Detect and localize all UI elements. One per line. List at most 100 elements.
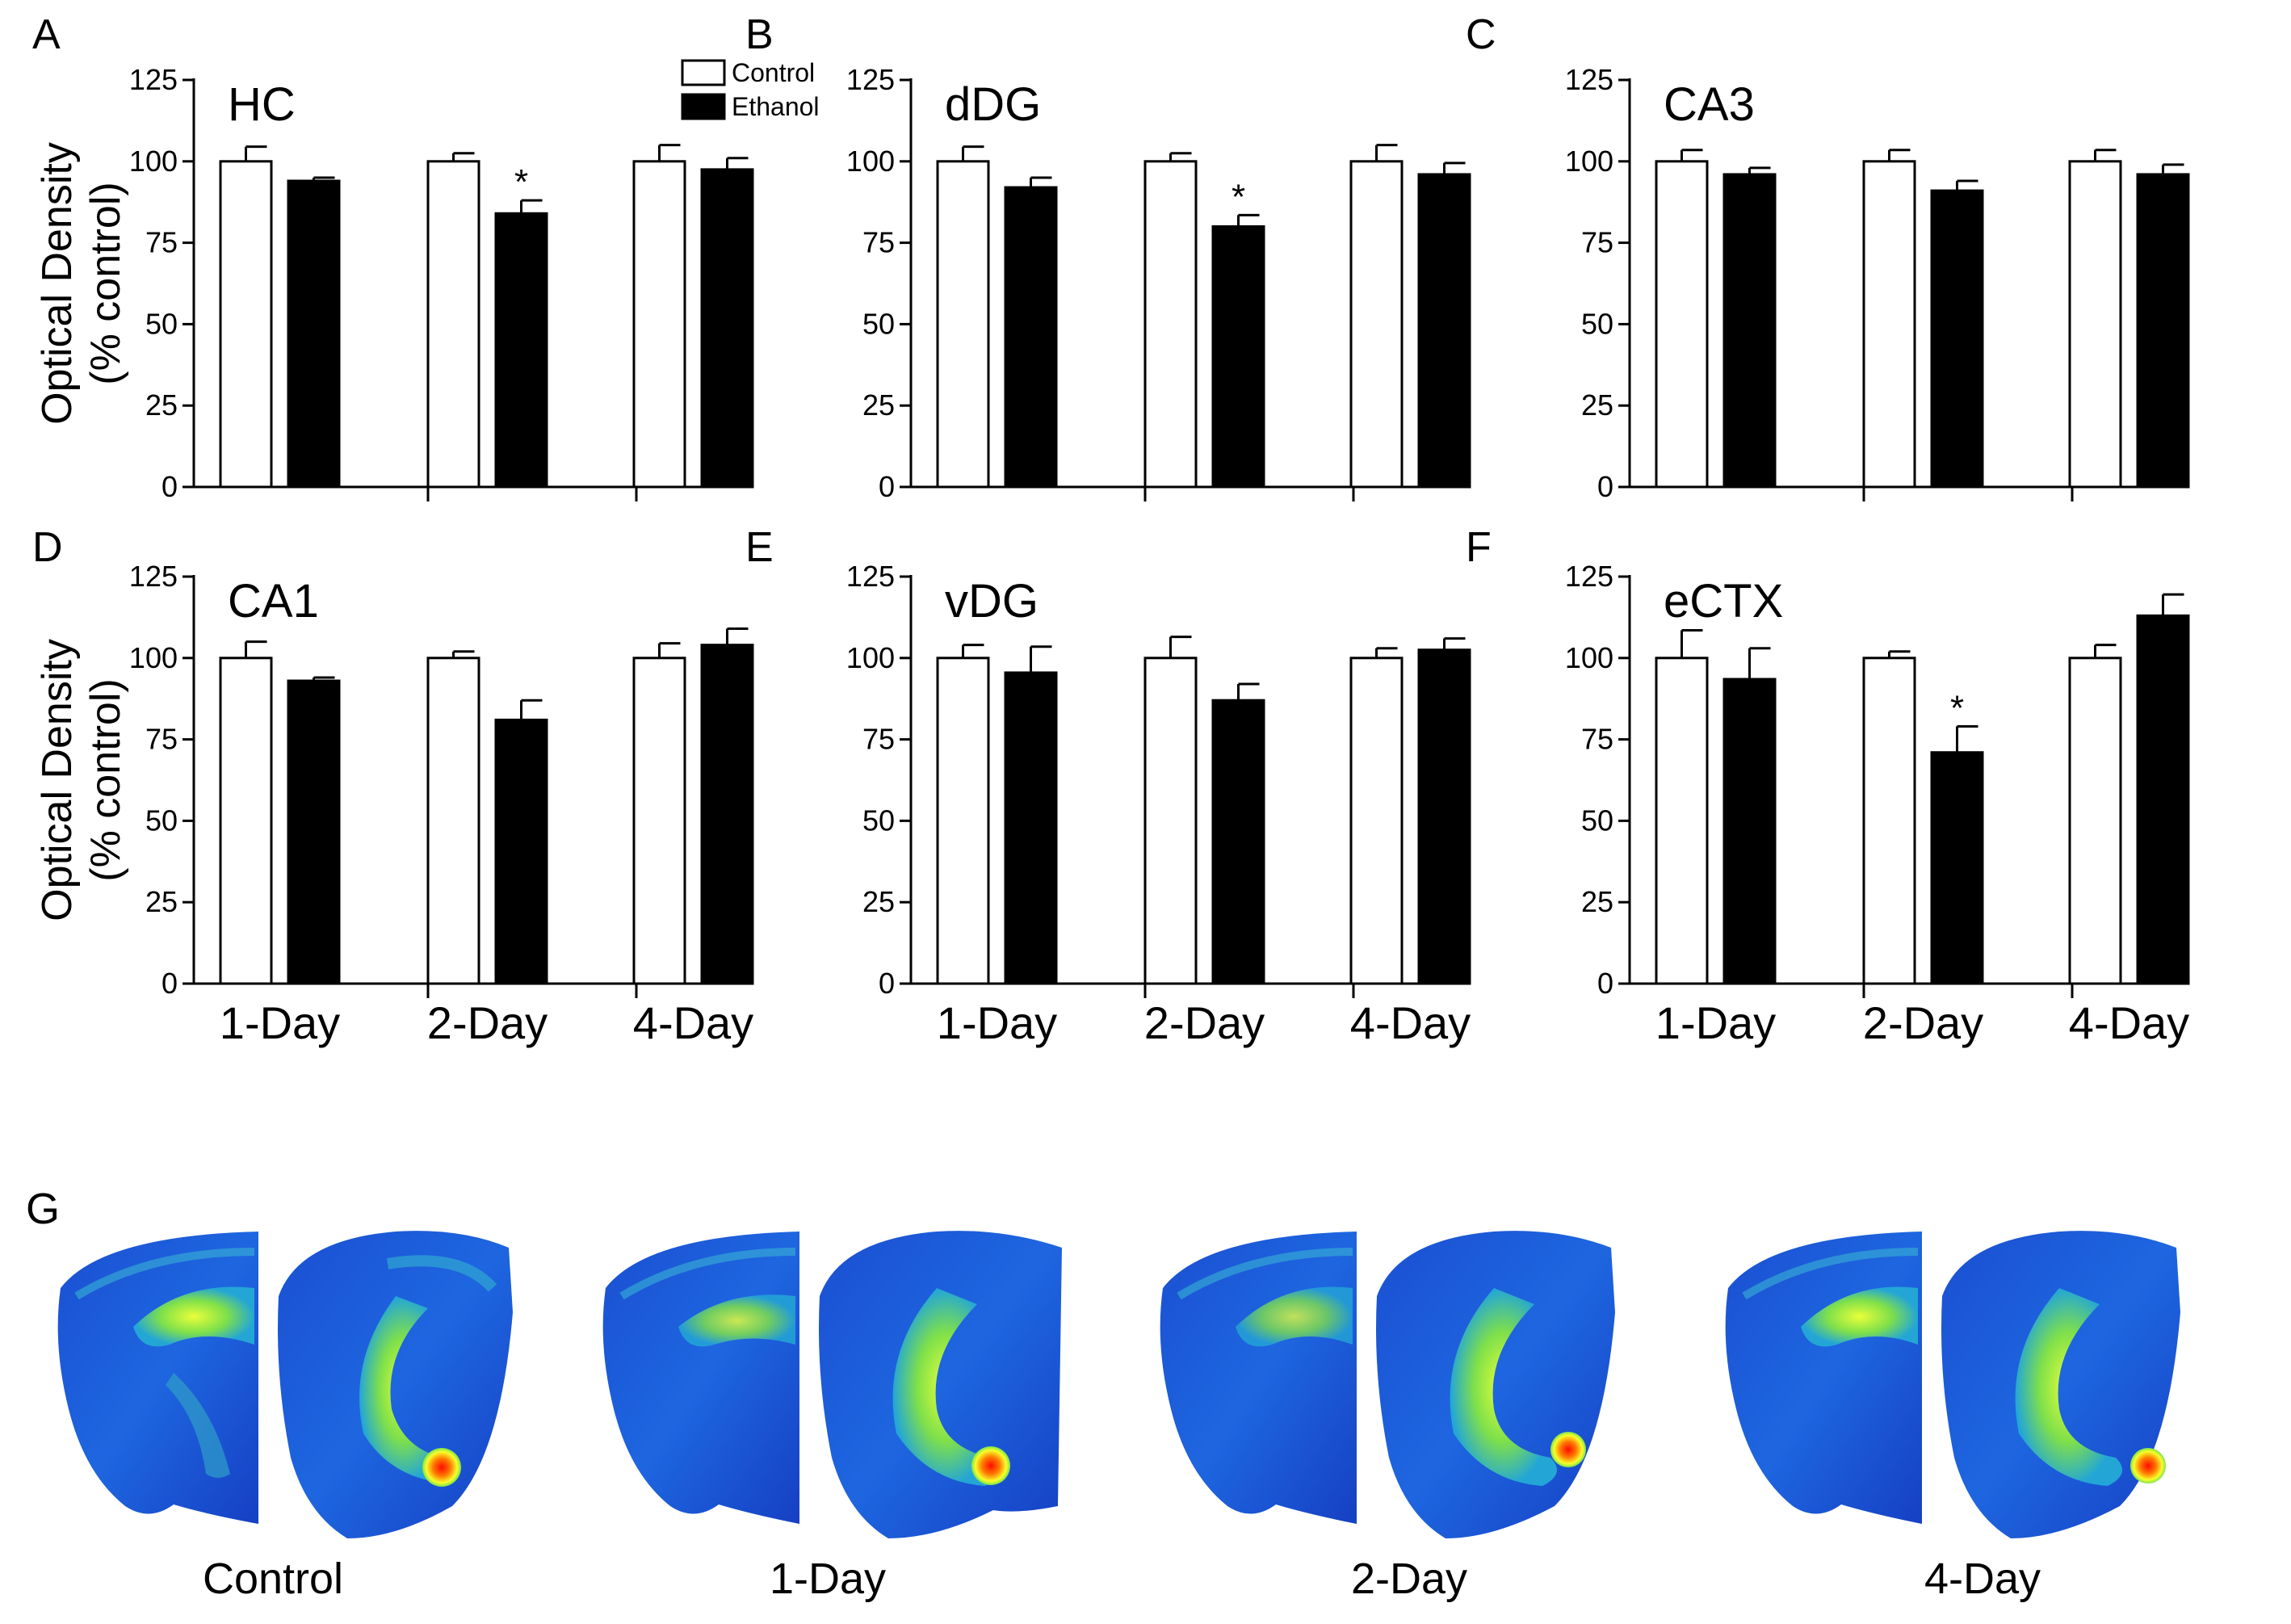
y-tick-label-e: 100 <box>846 641 895 674</box>
bar-f-control-1 <box>1655 657 1709 985</box>
chart-panel-c: C CA3 0 25 50 75 100 125 <box>1466 11 2190 503</box>
legend-ethanol-label: Ethanol <box>732 92 820 121</box>
bar-b-control-1 <box>936 160 990 489</box>
bar-a-control-3 <box>632 160 686 489</box>
bar-f-control-2 <box>1862 657 1916 985</box>
bar-e-control-3 <box>1349 657 1404 985</box>
bar-c-control-1 <box>1655 160 1709 489</box>
y-axis-label-line2-a: (% control) <box>82 182 129 384</box>
panel-letter-g: G <box>26 1185 60 1233</box>
y-axis-label-line1-a: Optical Density <box>34 142 81 425</box>
bar-b-ethanol-2 <box>1211 225 1265 489</box>
x-tick-label-d: 1-Day <box>220 997 340 1048</box>
legend-control-label: Control <box>732 58 815 87</box>
brain-image-control-ventral <box>278 1231 513 1538</box>
brain-image-1day-dorsal <box>602 1232 799 1524</box>
panel-letter-a: A <box>32 11 61 58</box>
bar-f-ethanol-3 <box>2136 614 2190 985</box>
bar-f-ethanol-2 <box>1930 751 1984 985</box>
y-tick-label-b: 75 <box>862 226 895 259</box>
y-tick-label-f: 75 <box>1581 723 1613 756</box>
y-tick-label-a: 75 <box>145 226 178 259</box>
y-tick-label-e: 125 <box>846 560 895 593</box>
chart-panel-a: A HC 0 25 50 75 100 125 * Optical Density (% contr… <box>32 11 754 503</box>
x-tick-label-f: 4-Day <box>2069 997 2189 1048</box>
bar-b-ethanol-1 <box>1004 186 1058 489</box>
bar-f-ethanol-1 <box>1722 678 1777 985</box>
bar-d-control-3 <box>632 657 686 985</box>
bar-e-ethanol-1 <box>1004 671 1058 985</box>
y-tick-label-d: 25 <box>145 885 178 918</box>
panel-letter-d: D <box>32 524 63 571</box>
y-tick-label-c: 75 <box>1581 226 1613 259</box>
chart-title-d: CA1 <box>228 575 319 627</box>
brain-image-control-dorsal <box>57 1232 259 1524</box>
brain-image-4day-dorsal <box>1725 1232 1922 1524</box>
y-tick-label-c: 100 <box>1565 145 1613 178</box>
y-tick-label-f: 50 <box>1581 804 1613 837</box>
bar-c-ethanol-1 <box>1722 173 1777 489</box>
brain-image-4day-ventral <box>1941 1231 2180 1538</box>
y-tick-label-f: 25 <box>1581 885 1613 918</box>
bar-a-control-1 <box>219 160 273 489</box>
y-axis-label-line1-d: Optical Density <box>34 639 81 921</box>
bar-e-ethanol-3 <box>1417 648 1471 985</box>
bar-d-control-2 <box>426 657 480 985</box>
y-tick-label-f: 125 <box>1565 560 1613 593</box>
chart-title-f: eCTX <box>1664 575 1783 627</box>
y-tick-label-c: 125 <box>1565 63 1613 96</box>
x-tick-label-e: 4-Day <box>1350 997 1471 1048</box>
y-tick-label-d: 100 <box>129 641 178 674</box>
bar-c-ethanol-3 <box>2136 173 2190 489</box>
x-tick-label-f: 2-Day <box>1863 997 1983 1048</box>
y-tick-label-c: 25 <box>1581 388 1613 422</box>
y-tick-label-b: 125 <box>846 63 895 96</box>
bar-e-control-1 <box>936 657 990 985</box>
bar-a-ethanol-2 <box>494 212 548 489</box>
bar-b-control-2 <box>1143 160 1198 489</box>
panel-letter-b: B <box>745 11 774 58</box>
bar-e-control-2 <box>1143 657 1198 985</box>
bar-a-ethanol-3 <box>700 168 754 489</box>
brain-image-2day-dorsal <box>1160 1232 1357 1524</box>
y-tick-label-b: 25 <box>862 388 895 422</box>
image-label-2day: 2-Day <box>1351 1555 1467 1603</box>
y-tick-label-e: 75 <box>862 723 895 756</box>
y-tick-label-d: 125 <box>129 560 178 593</box>
y-tick-label-a: 100 <box>129 145 178 178</box>
y-tick-label-e: 25 <box>862 885 895 918</box>
bar-c-control-2 <box>1862 160 1916 489</box>
bar-a-ethanol-1 <box>287 179 341 489</box>
y-tick-label-b: 50 <box>862 307 895 340</box>
brain-image-2day-ventral <box>1376 1231 1615 1538</box>
bar-b-ethanol-3 <box>1417 173 1471 489</box>
chart-title-a: HC <box>228 78 296 131</box>
y-tick-label-c: 0 <box>1597 470 1613 503</box>
bar-a-control-2 <box>426 160 480 489</box>
y-tick-label-d: 50 <box>145 804 178 837</box>
y-tick-label-b: 0 <box>879 470 895 503</box>
y-tick-label-e: 0 <box>879 967 895 1000</box>
image-label-4day: 4-Day <box>1924 1555 2041 1603</box>
y-tick-label-a: 50 <box>145 307 178 340</box>
legend-ethanol-swatch <box>681 93 726 120</box>
panel-letter-c: C <box>1466 11 1496 58</box>
bar-f-control-3 <box>2068 657 2122 985</box>
chart-panel-d: D CA1 0 25 50 75 100 125 1-Day 2-Day 4-Day Optical … <box>32 524 754 1048</box>
y-tick-label-f: 0 <box>1597 967 1613 1000</box>
chart-title-b: dDG <box>945 78 1041 131</box>
bar-c-ethanol-2 <box>1930 189 1984 489</box>
y-tick-label-a: 25 <box>145 388 178 422</box>
bar-d-ethanol-2 <box>494 718 548 985</box>
y-tick-label-f: 100 <box>1565 641 1613 674</box>
bar-e-ethanol-2 <box>1211 699 1265 985</box>
significance-star-a: * <box>514 162 528 202</box>
y-tick-label-c: 50 <box>1581 307 1613 340</box>
brain-image-labels: Control 1-Day 2-Day 4-Day <box>203 1555 2041 1603</box>
image-label-control: Control <box>203 1555 343 1603</box>
bar-d-ethanol-3 <box>700 644 754 985</box>
legend: Control Ethanol <box>681 58 820 121</box>
